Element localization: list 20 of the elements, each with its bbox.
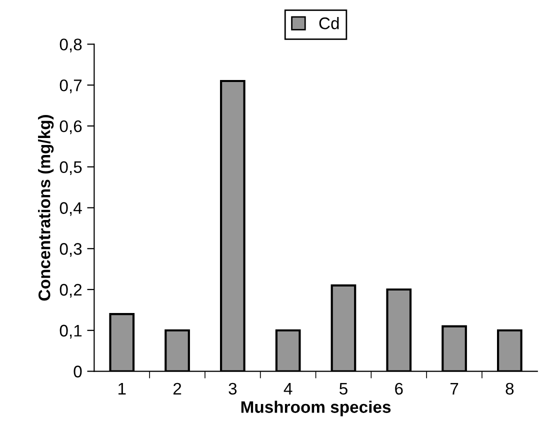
x-tick-label: 1 <box>118 383 126 394</box>
y-tick-label: 0,8 <box>60 38 82 52</box>
y-tick-label: 0,2 <box>60 284 82 298</box>
x-tick-label: 2 <box>173 382 182 394</box>
y-tick-label: 0,7 <box>60 79 82 94</box>
x-tick-label: 8 <box>506 382 514 395</box>
x-axis-title: Mushroom species <box>241 400 391 416</box>
y-tick-label: 0,1 <box>60 324 82 339</box>
x-tick-label: 4 <box>284 383 292 394</box>
y-tick-label: 0,4 <box>60 202 82 216</box>
y-axis-title: Concentrations (mg/kg) <box>38 115 54 301</box>
y-tick-label: 0 <box>74 366 82 378</box>
y-tick-label: 0,3 <box>60 243 82 257</box>
y-tick-label: 0,6 <box>60 120 82 134</box>
x-tick-label: 3 <box>228 382 237 395</box>
y-tick-label: 0,5 <box>60 161 82 176</box>
x-tick-label: 5 <box>340 383 348 395</box>
x-tick-label: 7 <box>450 383 458 394</box>
x-tick-label: 6 <box>395 382 403 395</box>
legend-label: Cd <box>319 16 339 30</box>
